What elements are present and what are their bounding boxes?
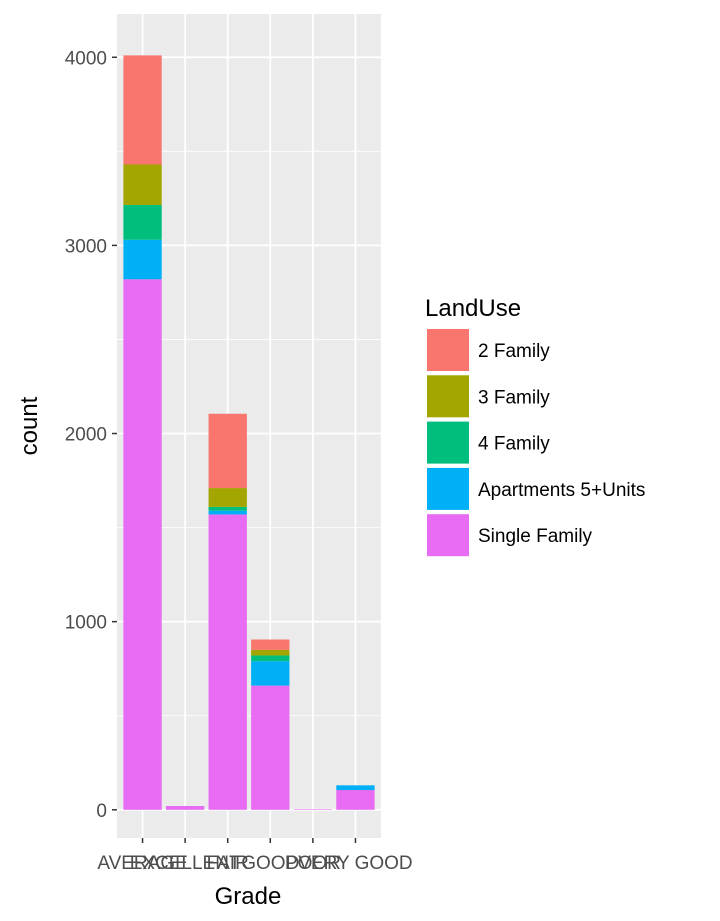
x-tick-label: POOR xyxy=(285,853,341,874)
legend-key xyxy=(427,329,469,371)
bar-segment-single-family xyxy=(251,685,290,810)
bar-segment-apartments-5-units xyxy=(123,239,162,280)
legend-key xyxy=(427,514,469,557)
legend-label: 3 Family xyxy=(478,387,550,408)
y-tick-label: 2000 xyxy=(65,425,107,446)
y-axis: 0 1000 2000 3000 4000 xyxy=(65,48,117,822)
x-axis-title: Grade xyxy=(215,883,282,910)
bar-segment-4-family xyxy=(251,655,290,662)
x-tick-label: GOOD xyxy=(241,853,299,874)
legend-key xyxy=(427,375,469,418)
bar-segment-4-family xyxy=(208,506,247,511)
bar-segment-single-family xyxy=(208,514,247,810)
y-tick-label: 1000 xyxy=(65,613,107,634)
x-tick-label: AVERAGE xyxy=(97,853,187,874)
y-tick-label: 4000 xyxy=(65,48,107,69)
x-tick-label: EXCELLENT xyxy=(130,853,241,874)
bars xyxy=(123,55,375,810)
x-tick-label: VERY GOOD xyxy=(298,853,412,874)
bar-segment-apartments-5-units xyxy=(336,785,375,791)
legend-label: Single Family xyxy=(478,526,593,547)
bar-segment-single-family xyxy=(123,279,162,810)
bar-segment-2-family xyxy=(123,55,162,165)
y-axis-title: count xyxy=(16,396,43,455)
legend-label: Apartments 5+Units xyxy=(478,480,645,501)
bar-segment-3-family xyxy=(123,164,162,205)
bar-segment-3-family xyxy=(251,649,290,656)
legend-title: LandUse xyxy=(425,295,521,322)
legend: LandUse 2 Family 3 Family 4 Family Apartmen… xyxy=(425,295,645,557)
bar-segment-single-family xyxy=(165,806,205,810)
y-tick-label: 3000 xyxy=(65,236,107,257)
bar-segment-3-family xyxy=(208,488,247,507)
legend-label: 4 Family xyxy=(478,434,550,455)
bar-segment-2-family xyxy=(208,413,247,489)
bar-segment-apartments-5-units xyxy=(251,661,290,686)
bar-segment-single-family xyxy=(336,790,375,810)
legend-key xyxy=(427,467,469,510)
bar-segment-single-family xyxy=(293,809,333,810)
x-tick-label: FAIR xyxy=(207,853,249,874)
bar-segment-apartments-5-units xyxy=(208,510,247,515)
bar-segment-4-family xyxy=(123,204,162,240)
legend-label: 2 Family xyxy=(478,341,550,362)
bar-segment-2-family xyxy=(251,639,290,650)
legend-key xyxy=(427,421,469,464)
y-tick-label: 0 xyxy=(96,801,107,822)
